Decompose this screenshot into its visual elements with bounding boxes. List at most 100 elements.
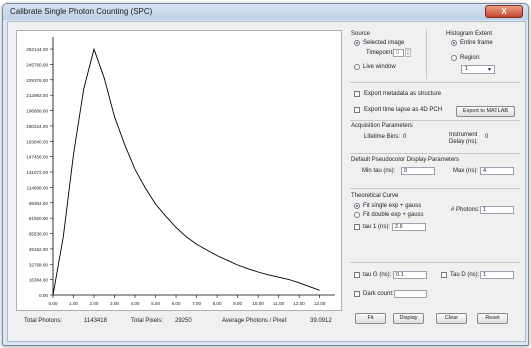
region-radio[interactable]: [451, 55, 457, 61]
divider: [350, 120, 520, 121]
tau-d-label: Tau D (ns):: [450, 272, 480, 278]
live-window-radio[interactable]: [354, 64, 360, 70]
y-tick-label: 81920.00: [29, 216, 49, 221]
lifetime-bins-label: Lifetime Bins:: [364, 134, 401, 140]
y-tick-label: 262144.00: [26, 47, 48, 52]
y-tick-label: 49152.00: [29, 247, 49, 252]
tau-g-input[interactable]: 0.1: [393, 271, 427, 279]
fit-double-exp-radio[interactable]: [354, 212, 360, 218]
instrument-delay-label-line1: Instrument: [449, 132, 478, 138]
chevron-down-icon: ▼: [487, 67, 492, 73]
histogram-extent-heading: Histogram Extent: [446, 31, 493, 37]
total-pixels-value: 29250: [175, 318, 192, 324]
max-tau-input[interactable]: 4: [480, 167, 514, 175]
dialog-body: 0.00 16384.00 32768.00 49152.00 65536.00 8192…: [7, 21, 526, 342]
divider: [350, 82, 520, 83]
window-title: Calibrate Single Photon Counting (SPC): [10, 7, 153, 16]
y-tick-label: 131072.00: [26, 170, 48, 175]
title-bar: Calibrate Single Photon Counting (SPC) X: [3, 4, 528, 20]
y-tick-label: 0.00: [39, 293, 48, 298]
total-pixels-label: Total Pixels:: [131, 318, 164, 324]
tau-d-checkbox[interactable]: [441, 272, 447, 278]
x-tick-label: 5.00: [151, 301, 160, 306]
min-tau-label: Min tau (ns):: [362, 168, 396, 174]
export-metadata-label: Export metadata as structure: [364, 91, 442, 97]
export-timelapse-label: Export time lapse as 4D PCH: [364, 107, 443, 113]
y-tick-label: 98304.00: [29, 201, 49, 206]
fit-single-exp-radio[interactable]: [354, 203, 360, 209]
tau1-label: tau 1 (ns):: [363, 224, 391, 230]
timepoint-label: Timepoint:: [366, 50, 394, 56]
entire-frame-label: Entire frame: [460, 40, 493, 46]
total-photons-label: Total Photons:: [24, 318, 63, 324]
y-tick-label: 245760.00: [26, 62, 48, 67]
fit-single-exp-label: Fit single exp + gauss: [363, 203, 422, 209]
total-photons-value: 1143418: [84, 318, 107, 324]
clear-button[interactable]: Clear: [436, 313, 467, 324]
region-select-value: 1: [465, 66, 469, 72]
reset-button[interactable]: Reset: [477, 313, 508, 324]
x-tick-label: 3.00: [110, 301, 119, 306]
source-heading: Source: [351, 31, 371, 37]
timepoint-stepper[interactable]: ▲ ▼: [405, 48, 411, 57]
average-photons-value: 39.0912: [310, 318, 332, 324]
tau1-input[interactable]: 2.6: [392, 223, 426, 231]
calibrate-spc-window: Calibrate Single Photon Counting (SPC) X…: [2, 3, 529, 346]
selected-image-label: Selected image: [363, 40, 405, 46]
y-tick-label: 180224.00: [26, 124, 48, 129]
fit-double-exp-label: Fit double exp + gauss: [363, 212, 424, 218]
x-tick-label: 7.00: [192, 301, 201, 306]
photon-histogram-chart: 0.00 16384.00 32768.00 49152.00 65536.00 8192…: [26, 37, 335, 306]
histogram-plot-area: 0.00 16384.00 32768.00 49152.00 65536.00 8192…: [16, 30, 342, 311]
dark-count-checkbox[interactable]: [354, 291, 360, 297]
display-button[interactable]: Display: [393, 313, 424, 324]
divider: [350, 188, 520, 189]
y-tick-label: 212992.00: [26, 93, 48, 98]
x-tick-label: 1.00: [69, 301, 78, 306]
tau-d-input[interactable]: 1: [480, 271, 514, 279]
x-tick-label: 11.00: [273, 301, 285, 306]
y-tick-label: 65536.00: [29, 232, 49, 237]
pseudocolor-heading: Default Pseudocolor Display Parameters: [351, 157, 460, 163]
timepoint-input[interactable]: 0: [393, 49, 404, 57]
y-tick-label: 147456.00: [26, 155, 48, 160]
y-tick-label: 196608.00: [26, 109, 48, 114]
dark-count-label: Dark count:: [363, 291, 394, 297]
entire-frame-radio[interactable]: [451, 40, 457, 46]
live-window-label: Live window: [363, 64, 396, 70]
y-tick-label: 32768.00: [29, 262, 49, 267]
region-select[interactable]: 1 ▼: [461, 65, 495, 74]
selected-image-radio[interactable]: [354, 40, 360, 46]
export-to-matlab-button[interactable]: Export to MATLAB: [456, 106, 515, 117]
export-timelapse-checkbox[interactable]: [354, 107, 360, 113]
tau-g-checkbox[interactable]: [354, 272, 360, 278]
photons-count-input[interactable]: 1: [480, 206, 514, 214]
tau1-checkbox[interactable]: [354, 224, 360, 230]
x-tick-label: 6.00: [172, 301, 181, 306]
close-button[interactable]: X: [485, 5, 523, 18]
histogram-series-line: [52, 47, 320, 296]
x-tick-label: 10.00: [252, 301, 264, 306]
fit-button[interactable]: Fit: [355, 313, 386, 324]
export-metadata-checkbox[interactable]: [354, 91, 360, 97]
x-tick-label: 12.00: [293, 301, 305, 306]
y-tick-label: 229376.00: [26, 78, 48, 83]
lifetime-bins-value: 0: [403, 134, 407, 140]
x-tick-label: 9.00: [233, 301, 242, 306]
average-photons-label: Average Photons / Pixel:: [222, 318, 288, 324]
acquisition-heading: Acquisition Parameters: [351, 123, 413, 129]
min-tau-input[interactable]: 0: [401, 167, 435, 175]
instrument-delay-label-line2: Delay (ns):: [449, 139, 479, 145]
source-extent-divider: [426, 29, 427, 79]
x-tick-label: 0.00: [49, 301, 58, 306]
divider: [350, 153, 520, 154]
dark-count-input[interactable]: [394, 290, 427, 298]
instrument-delay-value: 0: [485, 134, 489, 140]
max-tau-label: Max (ns):: [453, 168, 479, 174]
tau-g-label: tau G (ns):: [363, 272, 392, 278]
divider: [350, 262, 520, 263]
x-tick-label: 8.00: [213, 301, 222, 306]
region-label: Region:: [460, 55, 481, 61]
y-tick-label: 163840.00: [26, 139, 48, 144]
x-tick-label: 2.00: [90, 301, 99, 306]
